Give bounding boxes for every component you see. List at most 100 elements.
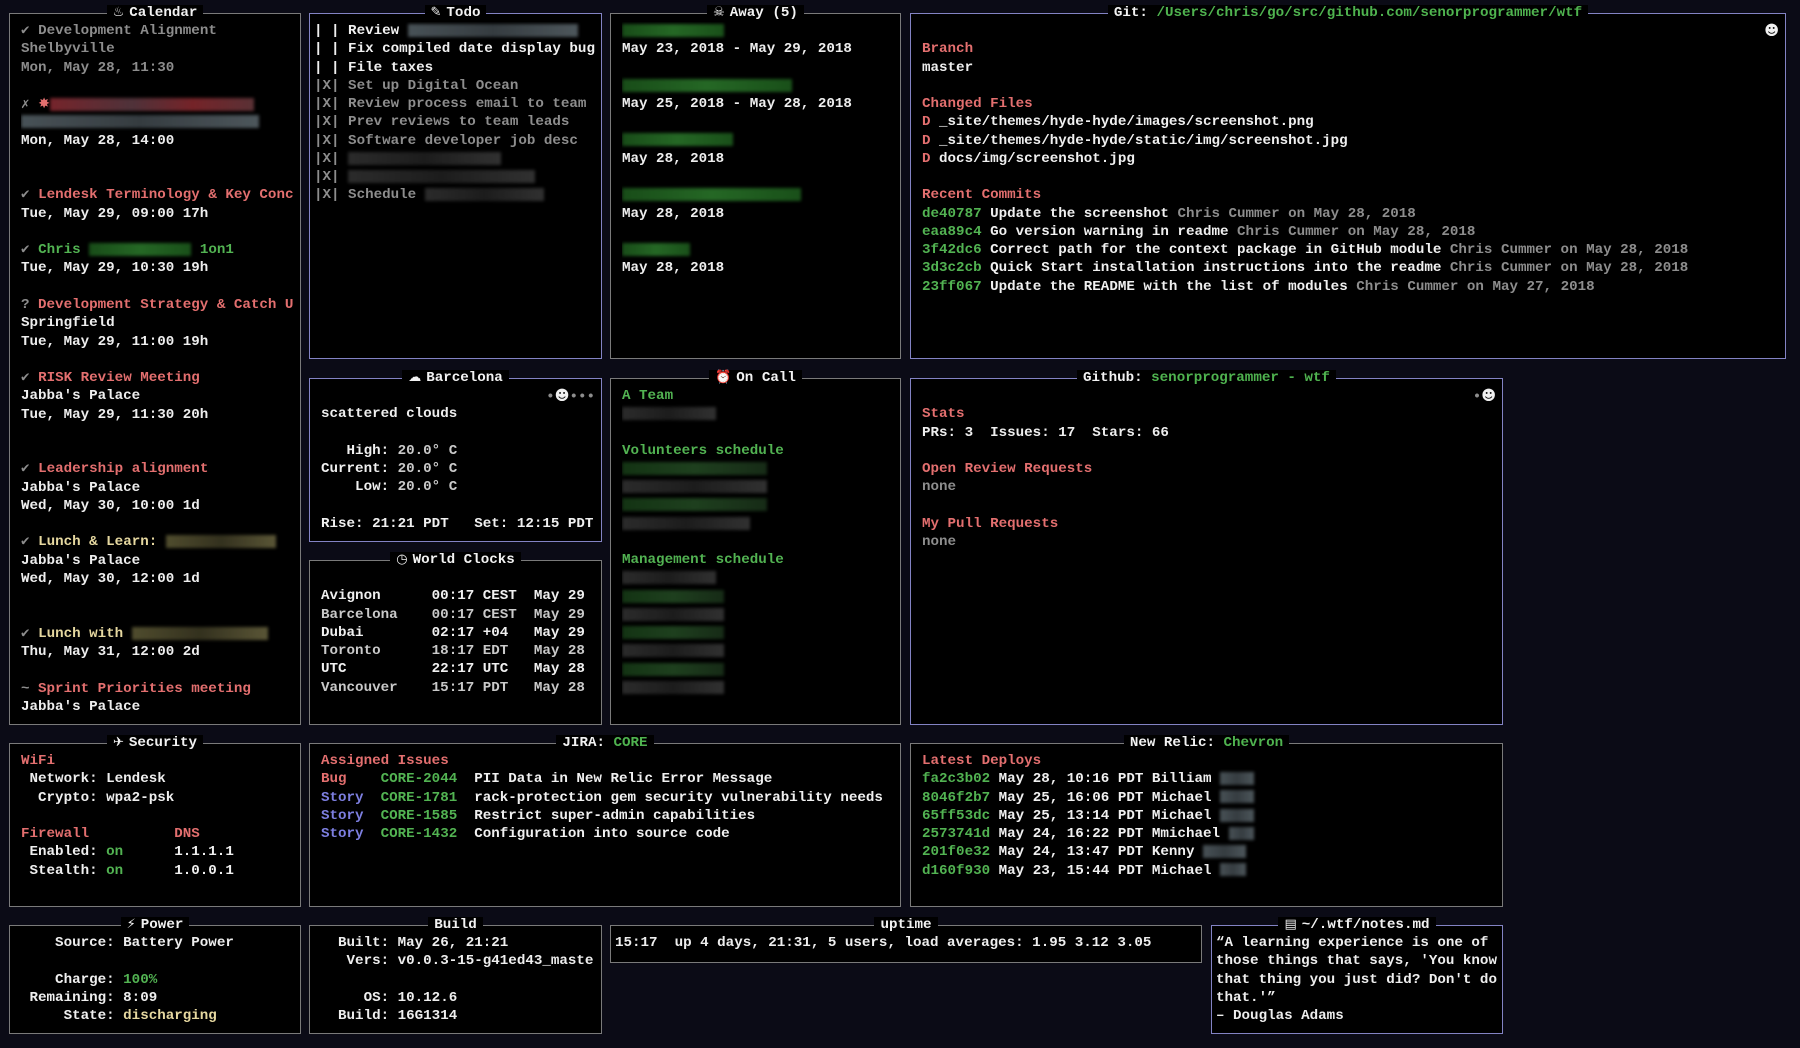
text-segment: ~ [21,680,39,697]
text-line: D docs/img/screenshot.jpg [922,150,1781,168]
text-line: Story CORE-1432 Configuration into source … [321,825,896,843]
text-segment: • [546,389,555,405]
text-segment: • [1472,389,1482,405]
text-segment: Chris Cummer on May 28, 2018 [1177,205,1416,222]
redacted-text [622,133,733,147]
text-line: Low: 20.0° C [321,478,597,496]
panel-title: Build [310,916,601,934]
text-line [321,569,597,587]
text-segment: 2573741d [922,826,991,843]
text-segment: May 24, 13:47 PDT Kenny [990,844,1203,861]
text-line [622,186,896,204]
text-segment: 201f0e32 [922,844,991,861]
text-line: Dubai 02:17 +04 May 29 [321,624,597,642]
text-line: ✔ Leadership alignment [21,460,296,478]
text-line [21,77,296,95]
todo-item[interactable]: | | Review [314,22,597,40]
panel-title-label: uptime [880,917,932,933]
text-line: Mon, May 28, 14:00 [21,132,175,149]
issue-type: Story [321,807,364,824]
uptime-panel[interactable]: uptime 15:17 up 4 days, 21:31, 5 users, l… [610,917,1202,963]
text-line: ~ Sprint Priorities meeting [21,680,296,698]
todo-item[interactable]: | | Fix compiled date display bug [314,40,597,58]
text-line [622,515,896,533]
text-line: Shelbyville [21,40,296,58]
text-segment: Shelbyville [21,41,115,58]
clock-time: 15:17 PDT [431,679,509,696]
text-line: Remaining: 8:09 [21,989,158,1006]
text-segment: Low: [321,479,398,496]
redacted-text [622,681,725,694]
text-segment: Lunch & Learn: [38,534,158,551]
todo-item[interactable]: |X| [314,168,597,186]
text-segment: A Team [622,388,674,404]
text-line: – Douglas Adams [1216,1008,1344,1025]
document-icon: ▤ [1284,917,1297,932]
text-line [622,77,896,95]
text-segment: My Pull Requests [922,515,1059,532]
build-content: Built: May 26, 21:21 Vers: v0.0.3-15-g41… [321,934,597,1033]
issue-type: Story [321,789,364,806]
text-line: master [922,59,974,76]
github-panel[interactable]: Github: senorprogrammer - wtf •☻ Stats PRs:… [910,370,1503,725]
text-segment: 20.0° C [397,442,458,459]
power-panel[interactable]: ⚡ Power Source: Battery Power Charge: 100… [9,917,301,1034]
text-line: OS: 10.12.6 [321,989,458,1006]
text-line: d160f930 May 23, 15:44 PDT Michael [922,862,1498,880]
weather-panel[interactable]: ☁ Barcelona •☻••• scattered clouds High: 20… [309,370,602,542]
text-line: Stealth: on 1.0.0.1 [21,862,296,880]
todo-item[interactable]: |X| Review process email to team [314,95,597,113]
clock-city: Toronto [321,643,381,660]
text-segment: Leadership alignment [38,461,209,478]
panel-title: JIRA: CORE [310,734,900,752]
uptime-content: 15:17 up 4 days, 21:31, 5 users, load av… [615,934,1197,962]
issue-type: Bug [321,771,347,788]
text-line: ? Development Strategy & Catch U [21,296,296,314]
panel-title-label: Build [434,917,477,933]
git-panel[interactable]: Git: /Users/chris/go/src/github.com/seno… [910,5,1786,359]
notes-panel[interactable]: ▤ ~/.wtf/notes.md “A learning experience i… [1211,917,1503,1034]
security-panel[interactable]: ✈ Security WiFi Network: Lendesk Crypto: w… [9,735,301,907]
text-segment: ✔ [21,370,39,387]
text-segment: docs/img/screenshot.jpg [939,150,1135,167]
text-line [622,405,896,423]
jira-panel[interactable]: JIRA: CORE Assigned Issues Bug CORE-2044 PII… [309,735,901,907]
panel-title: Github: senorprogrammer - wtf [911,369,1502,387]
calendar-panel[interactable]: ♨ Calendar ✔ Development Alignment Shelbyvi… [9,5,301,725]
text-line: May 23, 2018 - May 29, 2018 [622,41,852,58]
build-panel[interactable]: Build Built: May 26, 21:21 Vers: v0.0.3-… [309,917,602,1034]
redacted-text [622,571,716,585]
panel-title-label: Power [140,917,184,933]
text-segment: |X| Schedule [314,187,425,204]
text-segment: Lunch with [38,625,132,642]
new-relic-panel[interactable]: New Relic: Chevron Latest Deploys fa2c3b02… [910,735,1503,907]
clocks-content: Avignon 00:17 CEST May 29 Barcelona 00:17 CE… [321,569,597,724]
todo-item[interactable]: |X| Prev reviews to team leads [314,113,597,131]
todo-item[interactable]: | | File taxes [314,59,597,77]
text-segment: Restrict super-admin capabilities [474,807,756,824]
text-line: Tue, May 29, 11:30 20h [21,406,209,423]
text-line: Avignon 00:17 CEST May 29 [321,587,597,605]
on-call-panel[interactable]: ⏰ On Call A Team Volunteers schedule Managem… [610,370,901,725]
text-segment: May 28 [533,661,585,678]
text-line: 2573741d May 24, 16:22 PDT Mmichael [922,825,1498,843]
text-line: Stats [922,405,1498,423]
text-segment: 8046f2b7 [922,789,991,806]
text-line: Firewall DNS [21,825,296,843]
text-line: D _site/themes/hyde-hyde/images/screensh… [922,113,1781,131]
text-line: Jabba's Palace [21,479,141,496]
todo-item[interactable]: |X| Schedule [314,186,597,204]
todo-item[interactable]: |X| [314,150,597,168]
issue-key: CORE-1585 [380,807,458,824]
away-panel[interactable]: ☠ Away (5) May 23, 2018 - May 29, 2018 May … [610,5,901,359]
text-segment: Stats [922,406,965,423]
todo-item[interactable]: |X| Set up Digital Ocean [314,77,597,95]
clock-city: Barcelona [321,606,398,623]
text-line [922,168,1781,186]
weather-content: •☻••• scattered clouds High: 20.0° C Curre… [321,387,597,541]
text-segment: Update the screenshot [981,205,1178,222]
todo-panel[interactable]: ✎ Todo | | Review | | Fix compiled date di… [309,5,602,359]
world-clocks-panel[interactable]: ◷ World Clocks Avignon 00:17 CEST May 29 Barc… [309,552,602,725]
panel-title: ✎ Todo [310,4,601,22]
todo-item[interactable]: |X| Software developer job desc [314,132,597,150]
